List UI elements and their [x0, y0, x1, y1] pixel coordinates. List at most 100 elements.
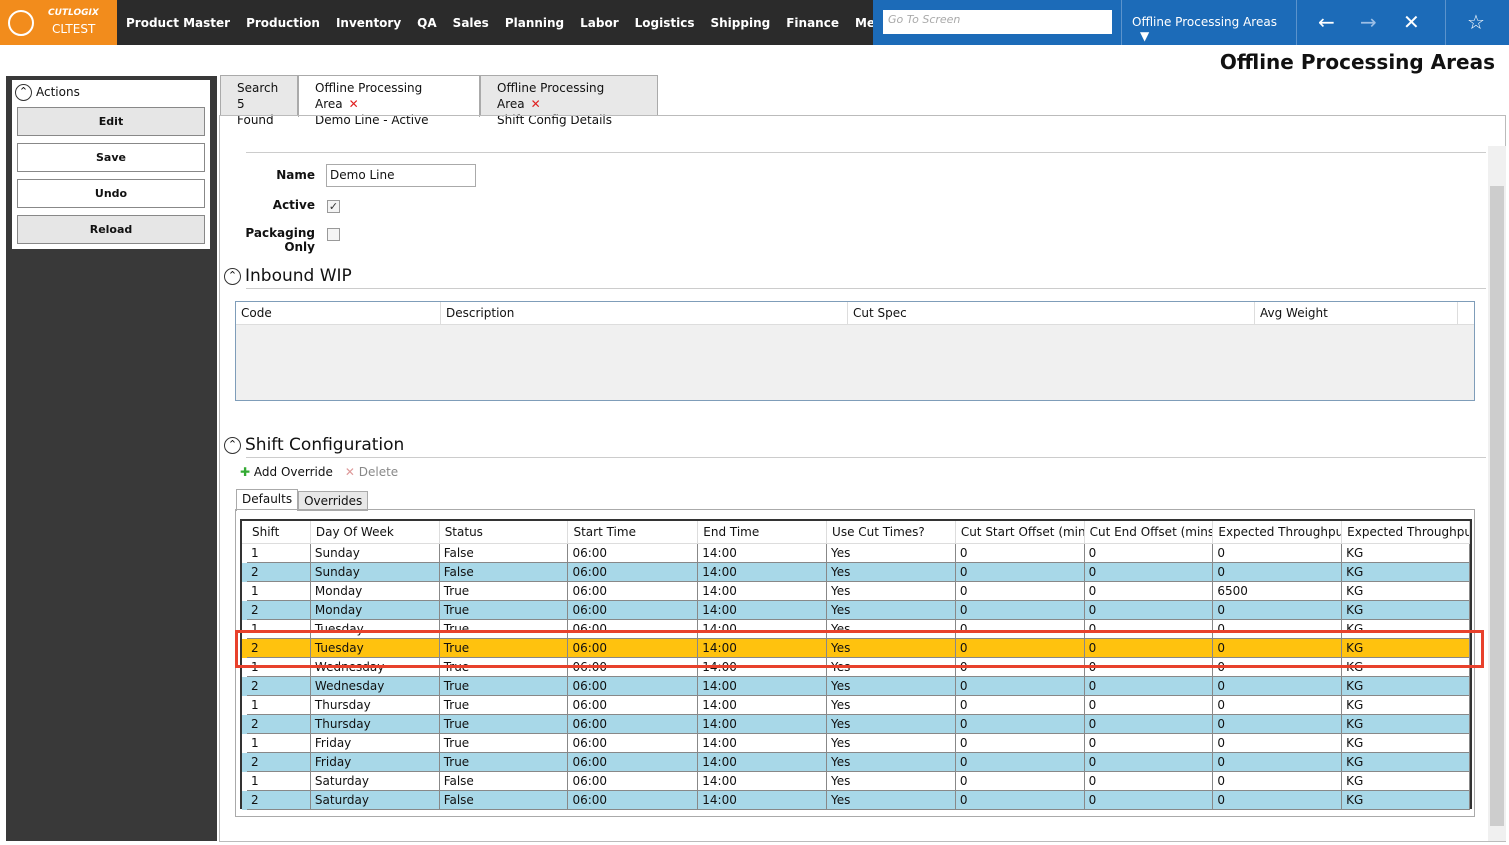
- tab-title: Offline Processing Area: [315, 81, 423, 111]
- favorite-button[interactable]: ☆: [1467, 10, 1485, 34]
- back-button[interactable]: ←: [1318, 10, 1335, 34]
- cell: Tuesday: [310, 639, 440, 658]
- packaging-checkbox[interactable]: [327, 228, 340, 241]
- scrollbar[interactable]: [1488, 146, 1506, 841]
- grid-row[interactable]: 2 Sunday False 06:00 14:00 Yes 0 0 0 KG: [242, 563, 1470, 582]
- cell: 2: [247, 563, 311, 582]
- cell: 2: [247, 715, 311, 734]
- logo[interactable]: CUTLOGIX CLTEST: [0, 0, 117, 45]
- action-button[interactable]: Edit: [17, 107, 205, 136]
- cell: 2: [247, 601, 311, 620]
- column-header: Start Time: [568, 521, 699, 543]
- close-button[interactable]: ✕: [1403, 10, 1420, 34]
- cell: 0: [1084, 734, 1214, 753]
- tab-close[interactable]: ✕: [348, 97, 359, 111]
- cell: 0: [1213, 753, 1343, 772]
- cell: 2: [247, 677, 311, 696]
- menu-item[interactable]: Inventory: [335, 15, 402, 30]
- tab[interactable]: Offline Processing Area ✕ Demo Line - Acti…: [298, 75, 480, 127]
- cell: 06:00: [568, 563, 699, 582]
- cell: 0: [955, 563, 1085, 582]
- cell: Yes: [827, 563, 956, 582]
- cell: True: [439, 639, 569, 658]
- action-button[interactable]: Save: [17, 143, 205, 172]
- forward-button[interactable]: →: [1360, 10, 1377, 34]
- screen-dropdown[interactable]: Offline Processing Areas ▼: [1121, 0, 1297, 45]
- name-input[interactable]: Demo Line: [326, 164, 476, 187]
- grid-row[interactable]: 1 Tuesday True 06:00 14:00 Yes 0 0 0 KG: [242, 620, 1470, 639]
- grid-row[interactable]: 2 Wednesday True 06:00 14:00 Yes 0 0 0 KG: [242, 677, 1470, 696]
- cell: True: [439, 696, 569, 715]
- menu-item[interactable]: Labor: [580, 15, 619, 30]
- cell: 0: [1084, 696, 1214, 715]
- menu-item[interactable]: Shipping: [710, 15, 771, 30]
- cell: 0: [955, 715, 1085, 734]
- grid-row[interactable]: 1 Friday True 06:00 14:00 Yes 0 0 0 KG: [242, 734, 1470, 753]
- menu-item[interactable]: Finance: [786, 15, 839, 30]
- cell: 14:00: [698, 582, 828, 601]
- grid-row[interactable]: 1 Saturday False 06:00 14:00 Yes 0 0 0 KG: [242, 772, 1470, 791]
- grid-row[interactable]: 2 Monday True 06:00 14:00 Yes 0 0 0 KG: [242, 601, 1470, 620]
- content-panel: Name Demo Line Active ✓ Packaging Only ⌃…: [219, 115, 1506, 842]
- grid-row[interactable]: 1 Monday True 06:00 14:00 Yes 0 0 6500 KG: [242, 582, 1470, 601]
- action-button[interactable]: Undo: [17, 179, 205, 208]
- column-header: Expected Throughput: [1213, 521, 1343, 543]
- inbound-title: Inbound WIP: [245, 266, 352, 286]
- search-box[interactable]: Go To Screen: [883, 10, 1112, 34]
- cell: 1: [247, 582, 311, 601]
- grid-row[interactable]: 2 Tuesday True 06:00 14:00 Yes 0 0 0 KG: [242, 639, 1470, 658]
- cell: 1: [247, 772, 311, 791]
- cell: False: [439, 544, 569, 563]
- cell: Wednesday: [310, 677, 440, 696]
- cell: 0: [955, 753, 1085, 772]
- sub-tab[interactable]: Defaults: [236, 489, 299, 511]
- main-menu: Product Master Production Inventory QA Sales…: [118, 0, 979, 45]
- cell: 06:00: [568, 772, 699, 791]
- tab[interactable]: Offline Processing Area ✕ Shift Config Det…: [480, 75, 658, 127]
- tab[interactable]: Search 5 Found: [220, 75, 298, 127]
- cell: True: [439, 753, 569, 772]
- add-override[interactable]: Add Override: [253, 465, 333, 479]
- grid-row[interactable]: 1 Sunday False 06:00 14:00 Yes 0 0 0 KG: [242, 544, 1470, 563]
- cell: 0: [1213, 677, 1343, 696]
- logo-brand: CUTLOGIX: [48, 8, 99, 18]
- column-header: Day Of Week: [311, 521, 440, 543]
- grid-row[interactable]: 2 Saturday False 06:00 14:00 Yes 0 0 0 KG: [242, 791, 1470, 810]
- cell: 14:00: [698, 791, 828, 810]
- cell: Friday: [310, 734, 440, 753]
- menu-item[interactable]: Production: [246, 15, 320, 30]
- cell: Yes: [827, 772, 956, 791]
- cell: 14:00: [698, 601, 828, 620]
- sub-tab[interactable]: Overrides: [298, 491, 369, 511]
- cell: 06:00: [568, 677, 699, 696]
- menu-item[interactable]: Sales: [452, 15, 489, 30]
- menu-item[interactable]: Planning: [504, 15, 565, 30]
- cell: 0: [1213, 696, 1343, 715]
- active-checkbox[interactable]: ✓: [327, 200, 340, 213]
- menu-item[interactable]: QA: [417, 15, 437, 30]
- cell: KG: [1342, 772, 1470, 791]
- cell: 0: [955, 791, 1085, 810]
- action-button[interactable]: Reload: [17, 215, 205, 244]
- column-header: Cut End Offset (mins): [1085, 521, 1214, 543]
- grid-row[interactable]: 1 Thursday True 06:00 14:00 Yes 0 0 0 KG: [242, 696, 1470, 715]
- inbound-grid: Code Description Cut Spec Avg Weight: [235, 301, 1475, 401]
- grid-row[interactable]: 2 Thursday True 06:00 14:00 Yes 0 0 0 KG: [242, 715, 1470, 734]
- shift-grid: Shift Day Of Week Status Start Time End Time…: [240, 519, 1472, 810]
- column-header: Shift: [247, 521, 311, 543]
- cell: Yes: [827, 791, 956, 810]
- cell: False: [439, 791, 569, 810]
- menu-item[interactable]: Logistics: [634, 15, 695, 30]
- tab-subtitle: Shift Config Details: [497, 113, 613, 127]
- cell: 0: [1213, 772, 1343, 791]
- grid-row[interactable]: 2 Friday True 06:00 14:00 Yes 0 0 0 KG: [242, 753, 1470, 772]
- cell: 0: [1084, 563, 1214, 582]
- menu-item[interactable]: Product Master: [126, 15, 231, 30]
- cell: 06:00: [568, 753, 699, 772]
- cell: 6500: [1213, 582, 1343, 601]
- cell: 2: [247, 791, 311, 810]
- cell: 0: [1213, 639, 1343, 658]
- cell: 14:00: [698, 639, 828, 658]
- tab-close[interactable]: ✕: [530, 97, 541, 111]
